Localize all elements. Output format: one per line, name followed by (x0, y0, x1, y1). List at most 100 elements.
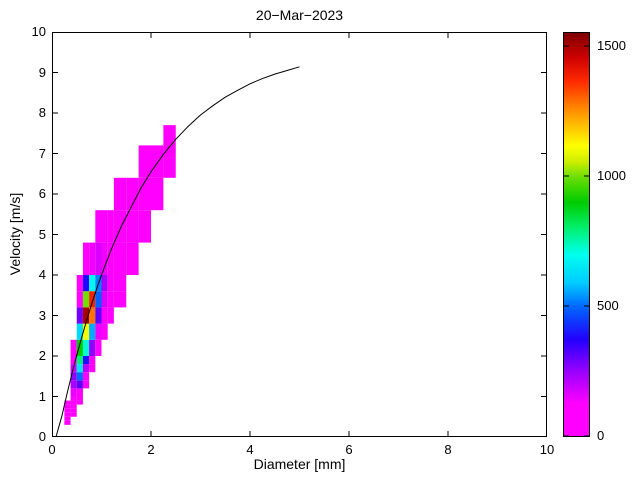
heatmap-cell (82, 380, 90, 389)
heatmap-cell (70, 412, 77, 417)
y-tick-label: 2 (38, 348, 46, 363)
heatmap-cell (82, 275, 90, 292)
heatmap-cell (107, 210, 114, 243)
heatmap-cell (82, 291, 90, 308)
heatmap-cell (113, 275, 127, 292)
x-tick-label: 10 (539, 442, 555, 457)
heatmap-cell (64, 404, 71, 409)
heatmap-cell (76, 356, 83, 365)
heatmap-cell (101, 275, 108, 292)
heatmap-cell (101, 210, 108, 243)
colorbar (563, 32, 590, 437)
x-tick-label: 2 (147, 442, 155, 457)
y-tick-label: 1 (38, 388, 46, 404)
heatmap-cell (64, 420, 71, 425)
heatmap-cell (82, 339, 90, 356)
colorbar-tick-label: 1500 (597, 38, 626, 53)
heatmap-cell (82, 372, 90, 381)
heatmap-cell (113, 210, 127, 243)
x-tick-label: 0 (48, 442, 56, 457)
heatmap-cell (76, 400, 83, 405)
heatmap-cell (95, 339, 102, 356)
heatmap-cell (76, 380, 83, 389)
heatmap-cell (82, 242, 90, 275)
y-tick-label: 4 (38, 267, 46, 282)
heatmap-cell (70, 400, 77, 405)
heatmap-cell (64, 408, 71, 413)
heatmap-cell (76, 275, 83, 292)
x-tick-label: 6 (345, 442, 353, 457)
heatmap-cell (64, 416, 71, 421)
heatmap-cell (70, 339, 77, 356)
heatmap-cell (70, 404, 77, 409)
y-tick-label: 0 (38, 429, 46, 444)
heatmap-cell (76, 396, 83, 401)
heatmap-cell (151, 145, 164, 178)
heatmap-cell (70, 388, 77, 397)
heatmap-cell (64, 400, 71, 405)
heatmap-cell (70, 408, 77, 413)
heatmap-cell (70, 372, 77, 381)
heatmap-cell (82, 323, 90, 340)
heatmap-cell (95, 242, 102, 275)
heatmap-cell (126, 177, 139, 211)
heatmap-cell (70, 356, 77, 365)
x-tick-label: 4 (246, 442, 254, 457)
heatmap-cell (101, 291, 108, 308)
heatmap-cell (107, 307, 114, 324)
heatmap-cell (107, 291, 114, 308)
heatmap-cell (126, 210, 139, 243)
heatmap-cell (107, 242, 114, 275)
heatmap-cell (113, 242, 127, 275)
y-tick-label: 6 (38, 186, 46, 201)
heatmap-cell (138, 177, 151, 211)
y-tick-label: 7 (38, 145, 46, 161)
heatmap-cell (113, 291, 127, 308)
heatmap-cell (76, 388, 83, 397)
heatmap-canvas (52, 32, 547, 437)
heatmap-cell (76, 323, 83, 340)
heatmap-cell (126, 242, 139, 275)
heatmap-cell (101, 323, 108, 340)
heatmap-cell (101, 307, 108, 324)
heatmap-cell (95, 307, 102, 324)
heatmap-cell (76, 339, 83, 356)
heatmap-cell (113, 177, 127, 211)
colorbar-gradient (564, 33, 589, 436)
colorbar-tick-label: 0 (597, 428, 605, 443)
heatmap-cell (76, 307, 83, 324)
heatmap-cell (89, 364, 96, 373)
heatmap-cell (70, 396, 77, 401)
heatmap-cell (151, 177, 164, 211)
heatmap-cell (89, 291, 96, 308)
colorbar-tick-label: 1000 (597, 168, 626, 183)
heatmap-cell (89, 275, 96, 292)
heatmap-cell (101, 242, 108, 275)
heatmap-cell (76, 291, 83, 308)
heatmap-cell (64, 412, 71, 417)
y-tick-label: 10 (31, 24, 46, 39)
heatmap-cell (89, 242, 96, 275)
y-tick-label: 5 (38, 226, 46, 242)
x-axis-label: Diameter [mm] (253, 456, 346, 472)
terminal-velocity-curve (55, 66, 300, 437)
y-tick-label: 8 (38, 105, 46, 120)
heatmap-cell (163, 157, 176, 178)
colorbar-tickmarks (564, 45, 589, 436)
plot-area (52, 32, 547, 437)
heatmap-cell (82, 307, 90, 324)
axes-box (52, 32, 547, 437)
heatmap-cell (82, 364, 90, 373)
heatmap-cell (163, 125, 176, 158)
y-tick-label: 3 (38, 307, 46, 323)
colorbar-tick-label: 500 (597, 298, 619, 313)
heatmap-cell (89, 356, 96, 365)
heatmap-cell (76, 364, 83, 373)
heatmap-cell (70, 380, 77, 389)
heatmap-cell (138, 210, 151, 243)
heatmap-cell (89, 307, 96, 324)
x-tick-label: 8 (444, 442, 452, 457)
heatmap-cell (138, 145, 151, 178)
heatmap-cell (95, 210, 102, 243)
